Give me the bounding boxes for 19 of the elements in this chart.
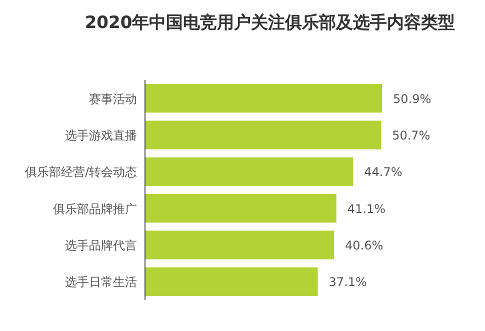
bar (145, 194, 336, 223)
y-tick-label: 俱乐部品牌推广 (53, 202, 137, 216)
y-tick-label: 选手游戏直播 (65, 128, 137, 142)
y-tick-label: 选手品牌代言 (65, 238, 137, 252)
bar (145, 230, 334, 260)
data-label: 44.7% (364, 165, 402, 180)
data-label: 50.9% (393, 92, 432, 106)
bar (145, 157, 354, 186)
chart-title: 2020年中国电竞用户关注俱乐部及选手内容类型 (84, 13, 456, 33)
bar (145, 267, 318, 296)
y-tick-label: 俱乐部经营/转会动态 (24, 165, 137, 180)
data-label: 41.1% (347, 202, 386, 216)
data-label: 40.6% (345, 238, 384, 252)
data-label: 50.7% (392, 128, 430, 142)
data-label: 37.1% (328, 275, 367, 290)
bar (145, 120, 382, 150)
y-tick-label: 赛事活动 (89, 92, 137, 106)
bar (145, 84, 382, 113)
y-tick-label: 选手日常生活 (65, 275, 137, 290)
